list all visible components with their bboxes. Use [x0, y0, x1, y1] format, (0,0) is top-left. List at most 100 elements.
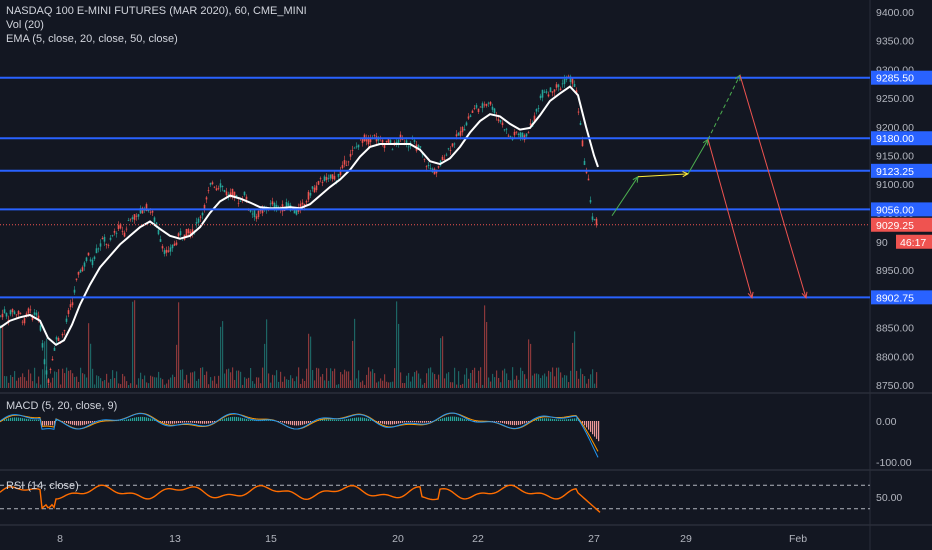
macd-hist-bar	[324, 419, 326, 421]
volume-bar	[422, 384, 424, 388]
candle-body	[223, 190, 226, 192]
candle-body	[51, 359, 54, 361]
candle-body	[553, 89, 556, 92]
volume-bar	[468, 378, 470, 388]
macd-hist-bar	[556, 419, 558, 421]
macd-hist-bar	[420, 421, 422, 423]
candle-body	[339, 171, 342, 176]
macd-hist-bar	[510, 421, 512, 425]
macd-hist-bar	[56, 419, 58, 421]
volume-bar	[108, 382, 110, 388]
volume-bar	[194, 371, 196, 388]
countdown-label: 46:17	[900, 237, 926, 249]
rsi-pane-label[interactable]: RSI (14, close)	[6, 480, 79, 492]
volume-bar	[76, 376, 78, 388]
volume-bar	[454, 367, 456, 388]
macd-pane-label[interactable]: MACD (5, 20, close, 9)	[6, 400, 118, 412]
candle-body	[111, 235, 114, 237]
candle-body	[397, 139, 400, 144]
candle-body	[333, 175, 336, 180]
candle-body	[555, 84, 558, 88]
macd-hist-bar	[568, 419, 570, 421]
candle-body	[459, 131, 462, 136]
candle-body	[503, 129, 506, 131]
candle-body	[491, 106, 494, 110]
volume-bar	[134, 300, 136, 388]
volume-bar	[206, 371, 208, 388]
macd-hist-bar	[382, 421, 384, 424]
volume-bar	[516, 375, 518, 388]
macd-hist-bar	[82, 421, 84, 426]
macd-hist-bar	[512, 421, 514, 426]
volume-bar	[2, 326, 4, 388]
candle-body	[501, 122, 504, 126]
macd-hist-bar	[102, 420, 104, 421]
volume-bar	[572, 342, 574, 388]
macd-hist-bar	[206, 421, 208, 424]
macd-hist-bar	[406, 421, 408, 423]
macd-hist-bar	[546, 418, 548, 421]
candle-body	[31, 315, 34, 320]
candle-body	[461, 126, 464, 133]
macd-hist-bar	[90, 421, 92, 424]
macd-hist-bar	[544, 418, 546, 421]
volume-bar	[594, 383, 596, 388]
macd-hist-bar	[200, 421, 202, 424]
macd-hist-bar	[360, 417, 362, 421]
volume-bar	[288, 379, 290, 388]
macd-hist-bar	[498, 421, 500, 423]
volume-bar	[346, 371, 348, 388]
macd-hist-bar	[288, 421, 290, 425]
volume-bar	[272, 374, 274, 388]
macd-hist-bar	[460, 417, 462, 421]
macd-hist-bar	[50, 421, 52, 426]
macd-hist-bar	[212, 421, 214, 423]
volume-bar	[522, 370, 524, 388]
volume-bar	[50, 382, 52, 388]
candle-body	[347, 161, 350, 163]
volume-indicator-label[interactable]: Vol (20)	[6, 19, 44, 31]
volume-bar	[380, 378, 382, 388]
macd-hist-bar	[314, 420, 316, 422]
volume-bar	[114, 378, 116, 388]
macd-hist-bar	[66, 421, 68, 424]
candle-body	[235, 195, 238, 198]
price-tick-label: 9200.00	[876, 122, 914, 134]
volume-bar	[184, 379, 186, 388]
volume-bar	[470, 372, 472, 388]
macd-hist-bar	[42, 421, 44, 426]
macd-hist-bar	[408, 421, 410, 423]
candle-body	[163, 250, 166, 254]
macd-hist-bar	[586, 421, 588, 428]
candle-body	[207, 190, 210, 191]
candle-body	[75, 278, 78, 280]
volume-bar	[180, 369, 182, 388]
macd-hist-bar	[302, 421, 304, 425]
candle-body	[519, 132, 522, 139]
volume-bar	[310, 336, 312, 388]
candle-body	[323, 176, 326, 182]
macd-hist-bar	[394, 421, 396, 425]
volume-bar	[562, 377, 564, 388]
volume-bar	[156, 377, 158, 388]
macd-hist-bar	[170, 421, 172, 424]
ema-indicator-label[interactable]: EMA (5, close, 20, close, 50, close)	[6, 33, 178, 45]
macd-hist-bar	[194, 421, 196, 423]
macd-hist-bar	[238, 417, 240, 421]
candle-body	[49, 368, 52, 370]
last-price-label: 9029.25	[876, 220, 914, 232]
volume-bar	[256, 377, 258, 388]
volume-bar	[234, 379, 236, 388]
candle-body	[129, 218, 132, 220]
candle-body	[85, 257, 88, 262]
symbol-title[interactable]: NASDAQ 100 E-MINI FUTURES (MAR 2020), 60…	[6, 5, 307, 17]
last-price-tag	[871, 217, 932, 232]
projection-arrowhead	[747, 291, 754, 299]
volume-bar	[68, 370, 70, 388]
price-tick-label: 8750.00	[876, 380, 914, 392]
volume-bar	[130, 383, 132, 388]
candle-body	[489, 101, 492, 105]
candle-body	[295, 209, 298, 215]
macd-hist-bar	[34, 419, 36, 421]
